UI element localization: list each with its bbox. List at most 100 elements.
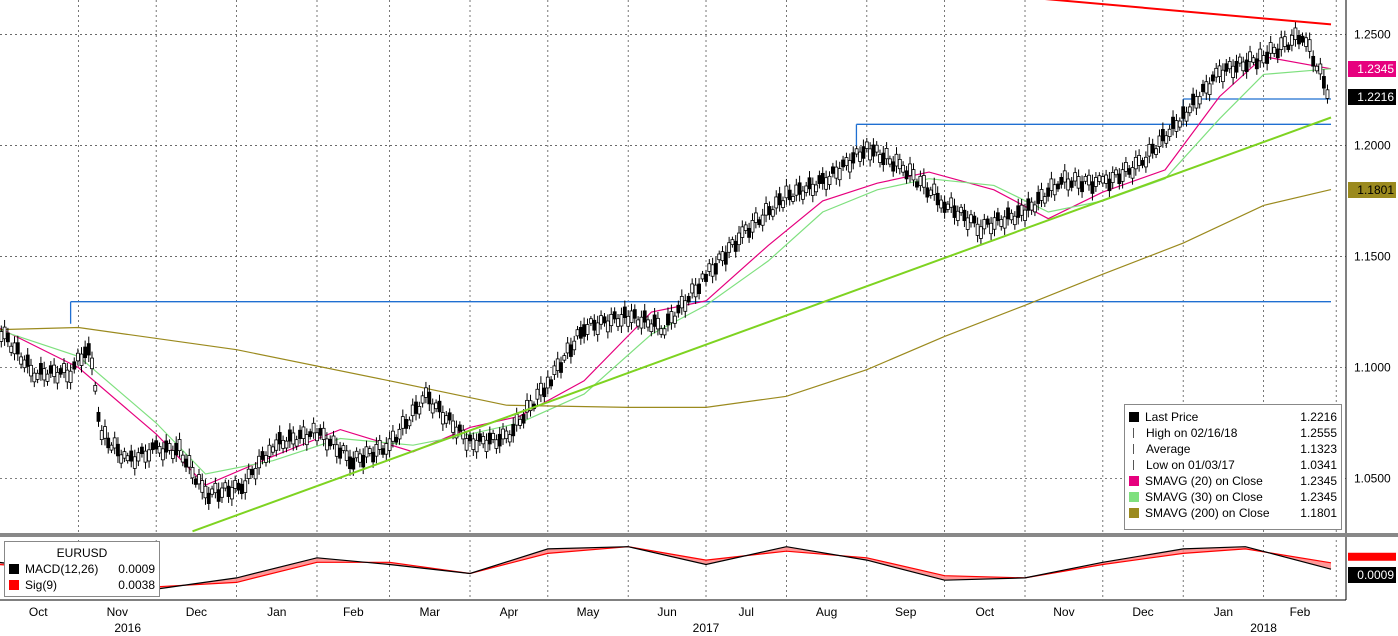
- candle-body: [400, 416, 405, 429]
- candle-body: [794, 184, 799, 196]
- candle-body: [1059, 177, 1064, 185]
- candle-body: [86, 343, 91, 356]
- candle-body: [1097, 175, 1102, 182]
- candle-body: [451, 420, 455, 433]
- candle-body: [511, 424, 516, 437]
- candle-body: [1231, 65, 1235, 78]
- legend-label: Average: [1146, 442, 1191, 456]
- candle-body: [384, 443, 389, 455]
- candle-body: [589, 318, 593, 324]
- candle-body: [1140, 160, 1145, 166]
- candle-body: [1268, 42, 1273, 54]
- candle-body: [1019, 204, 1024, 216]
- candle-body: [979, 226, 983, 239]
- candle-body: [62, 363, 66, 373]
- candle-body: [264, 455, 268, 463]
- candle-body: [206, 492, 211, 504]
- candle-body: [743, 224, 748, 231]
- candle-body: [1016, 205, 1021, 218]
- candle-body: [1286, 44, 1291, 50]
- candle-body: [180, 454, 185, 463]
- candle-body: [79, 353, 84, 366]
- candle-body: [1110, 172, 1115, 183]
- candle-body: [747, 227, 752, 238]
- candle-body: [447, 412, 452, 421]
- support-line: [192, 116, 1332, 533]
- macd-line: [0, 546, 1332, 590]
- candle-body: [72, 361, 77, 370]
- candle-body: [157, 446, 162, 454]
- candle-body: [481, 436, 486, 445]
- candle-body: [394, 436, 399, 443]
- candle-body: [1137, 154, 1142, 166]
- candle-body: [167, 443, 172, 451]
- candle-body: [341, 445, 346, 451]
- candle-body: [1272, 46, 1277, 54]
- candle-body: [858, 151, 862, 162]
- last-price-tag: 1.2216: [1348, 89, 1396, 106]
- x-year-label: 2017: [693, 621, 720, 635]
- candle-body: [559, 362, 563, 373]
- candle-body: [787, 189, 792, 201]
- candle-body: [720, 251, 725, 262]
- legend-value: 1.1323: [1300, 442, 1337, 456]
- candle-body: [35, 372, 40, 380]
- candle-body: [1100, 176, 1105, 184]
- candle-body: [1164, 135, 1169, 144]
- candle-body: [315, 432, 319, 442]
- candle-body: [770, 209, 775, 217]
- candle-body: [807, 177, 812, 190]
- x-tick-label: Mar: [419, 605, 440, 619]
- candle-body: [1318, 63, 1323, 75]
- legend-label: SMAVG (30) on Close: [1145, 490, 1263, 504]
- legend-label: Last Price: [1145, 410, 1199, 424]
- candle-body: [1201, 83, 1205, 93]
- candle-body: [646, 319, 650, 328]
- candle-body: [42, 368, 47, 381]
- x-tick-label: Jun: [657, 605, 676, 619]
- candle-body: [710, 264, 715, 277]
- candle-body: [1197, 95, 1202, 105]
- candle-body: [461, 429, 466, 440]
- x-tick-label: Jul: [739, 605, 754, 619]
- candle-body: [521, 414, 526, 424]
- candle-body: [1181, 106, 1186, 119]
- candle-body: [457, 424, 462, 432]
- candle-body: [417, 406, 422, 415]
- candle-body: [1130, 167, 1135, 179]
- candle-body: [226, 485, 231, 497]
- candle-body: [824, 177, 829, 190]
- candle-body: [122, 451, 127, 459]
- high-icon: [1133, 428, 1135, 438]
- candle-body: [1177, 120, 1182, 128]
- candle-body: [1056, 183, 1060, 190]
- candle-body: [52, 364, 57, 377]
- candle-body: [284, 440, 289, 449]
- candle-body: [177, 439, 182, 452]
- candle-body: [354, 450, 359, 459]
- candle-body: [538, 382, 543, 396]
- candle-body: [1083, 176, 1088, 182]
- candle-body: [514, 413, 519, 426]
- x-tick-label: Apr: [500, 605, 519, 619]
- candle-body: [1117, 173, 1122, 185]
- candle-body: [387, 438, 392, 451]
- candle-body: [358, 453, 362, 463]
- candle-body: [210, 488, 214, 495]
- square-icon: [9, 564, 19, 574]
- candle-body: [203, 485, 208, 499]
- candle-body: [921, 175, 926, 188]
- candle-body: [25, 354, 30, 367]
- trend-lines: [192, 0, 1332, 533]
- candle-body: [854, 148, 859, 155]
- candle-body: [344, 450, 349, 461]
- x-tick-label: Jan: [1214, 605, 1233, 619]
- panel-separator: [0, 533, 1398, 537]
- candle-body: [497, 433, 502, 447]
- candle-body: [1311, 55, 1316, 67]
- candle-body: [569, 344, 573, 357]
- candle-body: [652, 314, 657, 327]
- candle-body: [281, 439, 285, 449]
- candle-body: [420, 395, 425, 404]
- candle-body: [1009, 212, 1014, 221]
